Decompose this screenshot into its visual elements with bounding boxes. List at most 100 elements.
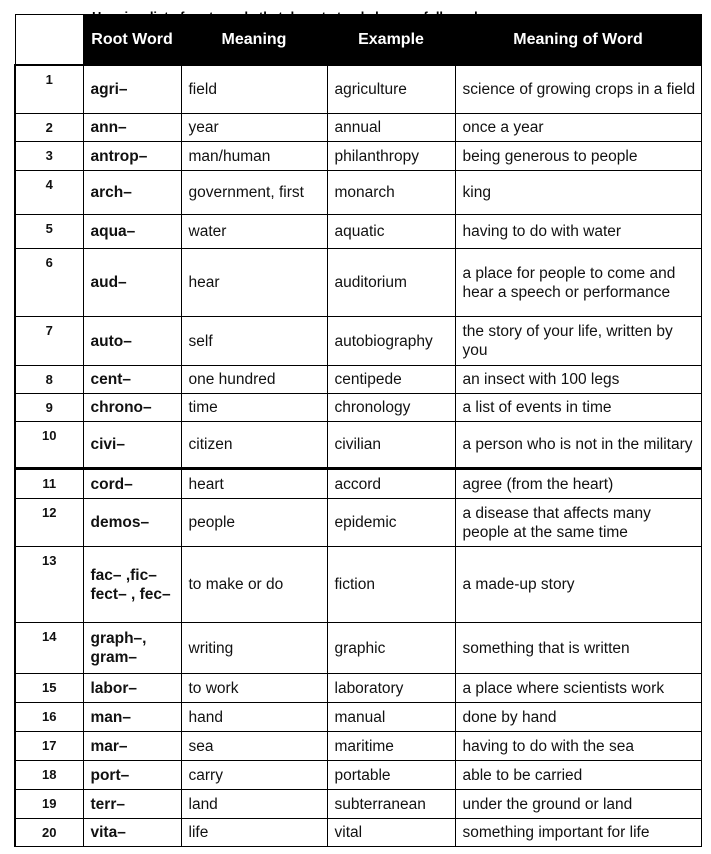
table-row: 12 demos– people epidemic a disease that aff…	[14, 498, 702, 547]
example: chronology	[326, 393, 456, 422]
table-row: 10 civi– citizen civilian a person who is no…	[14, 421, 702, 469]
word-meaning: a place for people to come and hear a sp…	[454, 248, 702, 317]
row-number: 12	[14, 498, 84, 547]
row-number: 18	[14, 760, 84, 790]
root-word: aud–	[82, 248, 182, 317]
root-word: arch–	[82, 170, 182, 215]
table-row: 17 mar– sea maritime having to do with the s…	[14, 731, 702, 761]
example: auditorium	[326, 248, 456, 317]
row-number: 15	[14, 673, 84, 703]
word-meaning: agree (from the heart)	[454, 467, 702, 499]
row-number: 3	[14, 141, 84, 171]
example: agriculture	[326, 63, 456, 114]
header-blank	[14, 14, 84, 65]
meaning: life	[180, 818, 328, 847]
word-meaning: something that is written	[454, 622, 702, 674]
row-number: 17	[14, 731, 84, 761]
row-number: 6	[14, 248, 84, 317]
example: epidemic	[326, 498, 456, 547]
example: laboratory	[326, 673, 456, 703]
meaning: man/human	[180, 141, 328, 171]
table-row: 15 labor– to work laboratory a place where s…	[14, 673, 702, 703]
root-word-table: Root Word Meaning Example Meaning of Word 1…	[14, 14, 702, 847]
word-meaning: once a year	[454, 113, 702, 142]
word-meaning: a place where scientists work	[454, 673, 702, 703]
root-word: labor–	[82, 673, 182, 703]
example: annual	[326, 113, 456, 142]
root-word: cord–	[82, 467, 182, 499]
root-word: ann–	[82, 113, 182, 142]
meaning: to work	[180, 673, 328, 703]
word-meaning: being generous to people	[454, 141, 702, 171]
root-word: aqua–	[82, 214, 182, 249]
root-word: mar–	[82, 731, 182, 761]
meaning: carry	[180, 760, 328, 790]
row-number: 10	[14, 421, 84, 469]
column-header: Example	[326, 14, 456, 65]
column-header: Meaning of Word	[454, 14, 702, 65]
example: graphic	[326, 622, 456, 674]
table-row: 16 man– hand manual done by hand	[14, 702, 702, 732]
row-number: 9	[14, 393, 84, 422]
word-meaning: a person who is not in the military	[454, 421, 702, 469]
header-row: Root Word Meaning Example Meaning of Word	[14, 14, 702, 65]
row-number: 16	[14, 702, 84, 732]
word-meaning: king	[454, 170, 702, 215]
example: fiction	[326, 546, 456, 623]
word-meaning: a made-up story	[454, 546, 702, 623]
root-word: graph–, gram–	[82, 622, 182, 674]
word-meaning: able to be carried	[454, 760, 702, 790]
meaning: hand	[180, 702, 328, 732]
meaning: sea	[180, 731, 328, 761]
example: manual	[326, 702, 456, 732]
meaning: one hundred	[180, 365, 328, 394]
example: monarch	[326, 170, 456, 215]
root-word: port–	[82, 760, 182, 790]
meaning: time	[180, 393, 328, 422]
word-meaning: done by hand	[454, 702, 702, 732]
table-row: 11 cord– heart accord agree (from the heart)	[14, 467, 702, 499]
root-word: agri–	[82, 63, 182, 114]
table-row: 3 antrop– man/human philanthropy being gener…	[14, 141, 702, 171]
table-row: 5 aqua– water aquatic having to do with wate…	[14, 214, 702, 249]
root-word: vita–	[82, 818, 182, 847]
example: portable	[326, 760, 456, 790]
meaning: heart	[180, 467, 328, 499]
meaning: self	[180, 316, 328, 366]
root-word: auto–	[82, 316, 182, 366]
word-meaning: a list of events in time	[454, 393, 702, 422]
root-word: antrop–	[82, 141, 182, 171]
root-word: demos–	[82, 498, 182, 547]
table-row: 1 agri– field agriculture science of growing…	[14, 63, 702, 114]
table-row: 14 graph–, gram– writing graphic something t…	[14, 622, 702, 674]
table-row: 18 port– carry portable able to be carried	[14, 760, 702, 790]
row-number: 7	[14, 316, 84, 366]
example: autobiography	[326, 316, 456, 366]
word-meaning: something important for life	[454, 818, 702, 847]
table-row: 2 ann– year annual once a year	[14, 113, 702, 142]
table-row: 9 chrono– time chronology a list of events i…	[14, 393, 702, 422]
example: civilian	[326, 421, 456, 469]
meaning: government, first	[180, 170, 328, 215]
row-number: 2	[14, 113, 84, 142]
meaning: people	[180, 498, 328, 547]
word-meaning: having to do with water	[454, 214, 702, 249]
meaning: citizen	[180, 421, 328, 469]
meaning: land	[180, 789, 328, 819]
example: subterranean	[326, 789, 456, 819]
table-row: 19 terr– land subterranean under the ground …	[14, 789, 702, 819]
meaning: water	[180, 214, 328, 249]
word-meaning: science of growing crops in a field	[454, 63, 702, 114]
row-number: 20	[14, 818, 84, 847]
table-row: 20 vita– life vital something important for …	[14, 818, 702, 847]
example: centipede	[326, 365, 456, 394]
word-meaning: the story of your life, written by you	[454, 316, 702, 366]
row-number: 8	[14, 365, 84, 394]
table-row: 4 arch– government, first monarch king	[14, 170, 702, 215]
meaning: field	[180, 63, 328, 114]
word-meaning: having to do with the sea	[454, 731, 702, 761]
meaning: year	[180, 113, 328, 142]
row-number: 11	[14, 467, 84, 499]
root-word: fac– ,fic– fect– , fec–	[82, 546, 182, 623]
